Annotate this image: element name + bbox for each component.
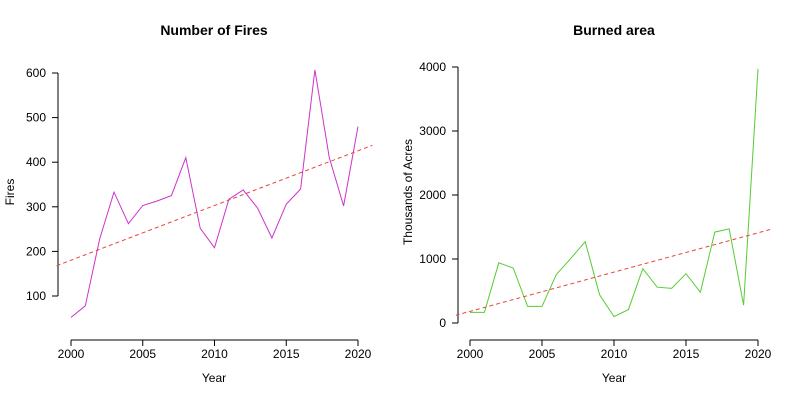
fires-chart-title: Number of Fires xyxy=(160,22,268,38)
burned-area-y-tick-label: 1000 xyxy=(419,252,446,266)
fires-x-tick-label: 2010 xyxy=(201,347,228,361)
burned-area-y-tick-label: 4000 xyxy=(419,60,446,74)
fires-x-tick-label: 2005 xyxy=(129,347,156,361)
burned-area-chart-title: Burned area xyxy=(573,22,655,38)
fires-series-line xyxy=(70,69,359,318)
burned-area-x-tick-label: 2020 xyxy=(745,347,772,361)
burned-area-y-tick-label: 2000 xyxy=(419,188,446,202)
burned-area-x-tick-label: 2015 xyxy=(673,347,700,361)
burned-area-series-line xyxy=(470,68,759,318)
fires-y-tick-label: 100 xyxy=(26,289,46,303)
fires-trend-line xyxy=(56,144,373,267)
fires-y-tick-label: 600 xyxy=(26,66,46,80)
burned-area-x-tick-label: 2005 xyxy=(529,347,556,361)
burned-area-y-axis-label: Thousands of Acres xyxy=(401,139,415,245)
fires-y-tick-label: 300 xyxy=(26,200,46,214)
fires-x-tick-label: 2000 xyxy=(58,347,85,361)
fires-x-tick-label: 2020 xyxy=(345,347,372,361)
fires-x-tick-label: 2015 xyxy=(273,347,300,361)
burned-area-x-tick-label: 2010 xyxy=(601,347,628,361)
fires-y-tick-label: 500 xyxy=(26,111,46,125)
fires-y-axis-label: Fires xyxy=(3,179,17,206)
burned-area-y-tick-label: 0 xyxy=(439,316,446,330)
burned-area-x-tick-label: 2000 xyxy=(457,347,484,361)
burned-area-x-axis-label: Year xyxy=(602,371,626,385)
fires-y-tick-label: 400 xyxy=(26,155,46,169)
burned-area-y-tick-label: 3000 xyxy=(419,124,446,138)
fires-y-tick-label: 200 xyxy=(26,244,46,258)
fires-x-axis-label: Year xyxy=(202,371,226,385)
burned-area-trend-line xyxy=(456,228,773,316)
